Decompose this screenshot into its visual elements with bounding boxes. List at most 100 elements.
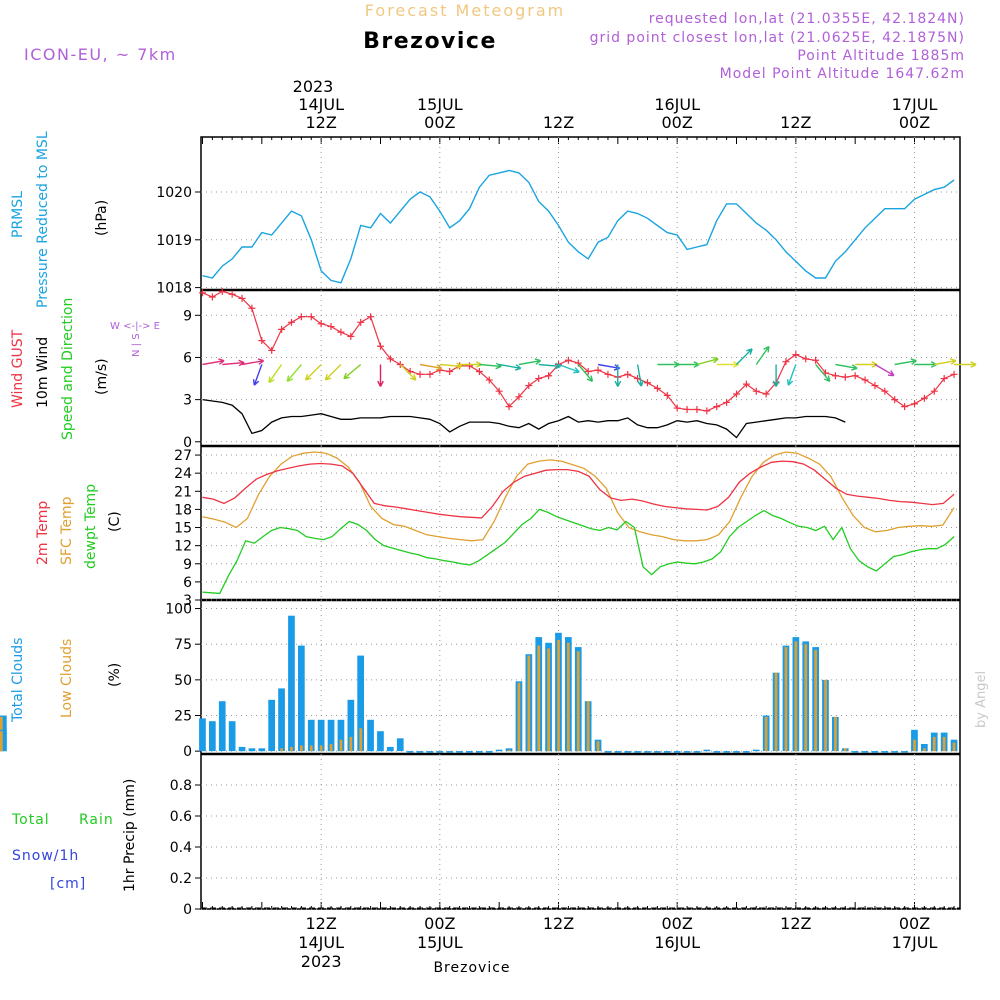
y-tick-label: 9 [183,557,192,573]
gust-marker [238,294,246,302]
y-tick-label: 0.2 [170,871,192,887]
total-cloud-bar [337,719,345,752]
low-cloud-bar [507,749,511,752]
total-cloud-bar [357,655,364,752]
total-cloud-bar [367,719,374,752]
wind-direction-arrow [716,361,740,368]
gust-marker [515,393,523,401]
sfc-label: SFC Temp [59,496,75,565]
pressure-line [202,169,955,284]
total-cloud-bar [377,731,384,752]
wind-direction-arrow [439,362,463,370]
y-tick-label: 6 [183,350,192,366]
precip-unit: 1hr Precip (mm) [122,779,138,892]
wind-direction-arrow [286,364,302,382]
gust-marker [228,290,236,298]
bottom-date-label: 17JUL [892,933,938,952]
low-cloud-bar [932,736,936,752]
total-cloud-bar [614,751,622,753]
gust-marker [950,370,958,378]
bottom-hour-label: 12Z [780,914,811,933]
low-cloud-bar [784,647,788,752]
gust-marker [663,391,671,399]
total-cloud-bar [466,751,473,753]
low-cloud-bar [557,639,560,752]
total-cloud-bar [387,746,394,752]
wind-unit: (m/s) [94,358,110,395]
total-cloud-bar [604,751,612,753]
gust-marker [713,403,721,411]
outer-frame [200,136,961,910]
total-cloud-bar [663,751,671,753]
top-date-label: 14JUL [298,95,344,114]
wind-direction-arrow [636,364,644,387]
y-tick-label: 24 [174,466,192,482]
low-cloud-bar [319,745,323,752]
total-cloud-bar [644,751,651,753]
gust-marker [357,318,365,326]
gust-marker [802,355,810,363]
wind-direction-arrow [222,359,245,367]
gust-marker [287,318,295,326]
gust-marker [505,403,513,411]
y-tick-label: 3 [183,593,192,609]
total-cloud-bar [268,699,275,752]
low-cloud-bar [764,716,768,752]
gust-marker [851,372,859,380]
total-cloud-bar [278,688,285,752]
top-date-label: 17JUL [892,95,938,114]
wind-direction-arrow [914,361,937,368]
total-cloud-bar [307,719,315,752]
gust-marker [347,332,355,340]
wind-direction-arrow [835,363,858,371]
wind-direction-arrow [894,358,917,366]
model-label: ICON-EU, ~ 7km [24,45,177,64]
bottom-hour-label: 12Z [305,914,336,933]
bottom-date-label: 16JUL [654,933,700,952]
total-cloud-bar [703,749,711,752]
total-cloud-bar [436,751,444,753]
wind-direction-arrow [614,364,622,387]
total-cloud-bar [288,615,295,752]
total-cloud-bar [456,751,463,753]
y-tick-label: 0.8 [170,778,192,794]
wind-direction-arrow [815,364,831,382]
gust-marker [792,351,800,359]
dewpt-temp-line [202,508,955,595]
gust-marker [604,370,612,378]
low-cloud-bar [567,642,570,752]
low-cloud-bar [596,741,600,752]
gust-marker [624,370,632,378]
snow-label: Snow/1h [12,848,79,864]
y-tick-label: 0.6 [170,809,192,825]
low-cloud-bar [913,739,916,752]
y-tick-label: 100 [165,602,192,618]
wind-direction-arrow [343,363,362,380]
y-tick-label: 21 [174,484,192,500]
total-cloud-bar [673,751,681,753]
wind-speed-line [202,398,846,439]
y-tick-label: 15 [174,521,192,537]
wind-direction-arrow [241,358,265,366]
gust-marker [535,375,543,383]
gust-marker [752,387,760,395]
pressure-label-prmsl: PRMSL [10,191,26,238]
total-cloud-bar [921,744,928,752]
gust-marker [841,373,849,381]
low-cloud-bar [843,748,847,752]
total-cloud-bar [723,751,730,753]
total-clouds-label: Total Clouds [10,638,26,723]
rain-label-total: Total [11,812,50,828]
total-cloud-bar [248,748,256,752]
wind-gust-line [202,290,955,412]
wind-direction-arrow [954,361,977,368]
y-tick-label: 0 [183,744,192,760]
gust-marker [337,328,345,336]
gust-marker [297,313,305,321]
total-cloud-bar [228,721,236,752]
y-tick-label: 18 [174,502,192,518]
gust-marker [386,355,394,363]
wind-direction-arrow [202,358,225,366]
gust-marker [861,376,869,384]
